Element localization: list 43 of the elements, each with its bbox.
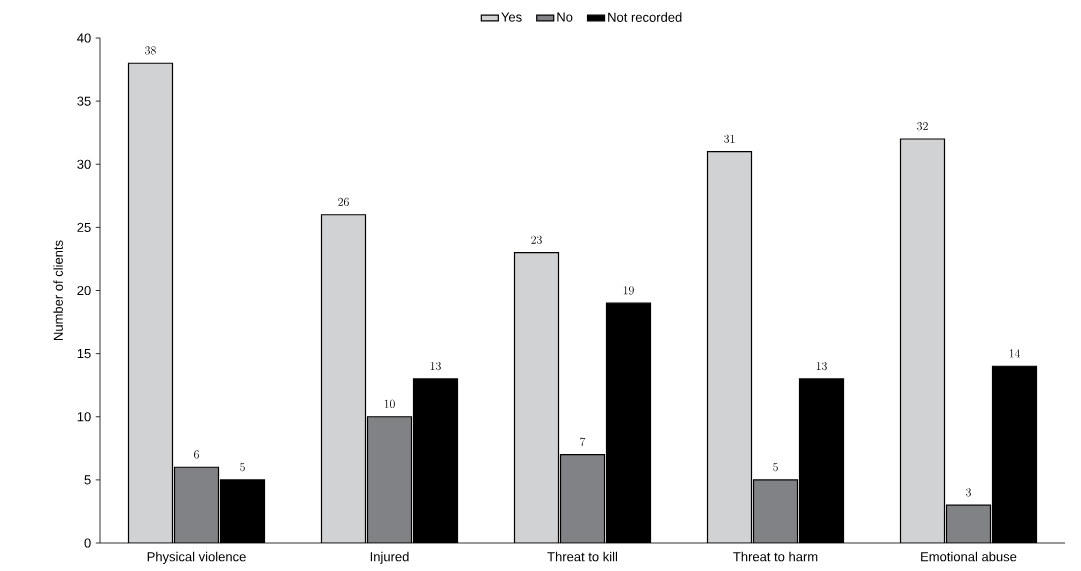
bar	[560, 454, 605, 543]
legend-label: No	[557, 12, 573, 22]
bar	[753, 479, 798, 543]
legend-label: Not recorded	[608, 12, 682, 22]
y-tick-label: 30	[77, 159, 91, 169]
legend-label: Yes	[501, 12, 522, 22]
bar	[707, 151, 752, 543]
data-label: 19	[623, 286, 634, 295]
y-tick-label: 35	[77, 96, 91, 106]
y-tick-label: 0	[84, 538, 91, 548]
x-tick-label: Threat to kill	[547, 551, 618, 562]
bar	[321, 214, 366, 543]
bar	[128, 63, 173, 543]
data-label: 7	[580, 437, 586, 446]
bar	[514, 252, 559, 543]
bar	[945, 504, 992, 543]
data-label: 14	[1009, 349, 1021, 358]
data-label: 26	[338, 197, 349, 207]
data-label: 5	[240, 463, 245, 472]
data-label: 13	[430, 361, 441, 371]
y-tick-label: 20	[77, 285, 91, 296]
x-tick-label: Threat to harm	[733, 551, 818, 562]
data-label: 23	[531, 235, 542, 244]
data-label: 5	[773, 463, 778, 472]
data-label: 13	[816, 361, 827, 371]
bar	[367, 416, 412, 543]
y-axis-title: Number of clients	[53, 240, 63, 341]
y-tick-label: 10	[77, 412, 91, 422]
data-label: 6	[194, 450, 199, 459]
x-tick-label: Physical violence	[147, 551, 246, 564]
data-label: 10	[384, 399, 395, 409]
y-tick-label: 5	[84, 475, 91, 485]
y-tick-label: 25	[77, 222, 91, 232]
x-tick-label: Emotional abuse	[921, 551, 1017, 562]
x-tick-label: Injured	[370, 551, 409, 564]
y-tick-label: 40	[77, 33, 91, 43]
data-label: 32	[917, 122, 928, 131]
bar	[899, 138, 946, 543]
bar	[174, 467, 219, 543]
data-label: 38	[145, 46, 156, 55]
data-label: 3	[966, 488, 971, 497]
y-tick-label: 15	[77, 349, 91, 359]
data-label: 31	[724, 134, 735, 143]
